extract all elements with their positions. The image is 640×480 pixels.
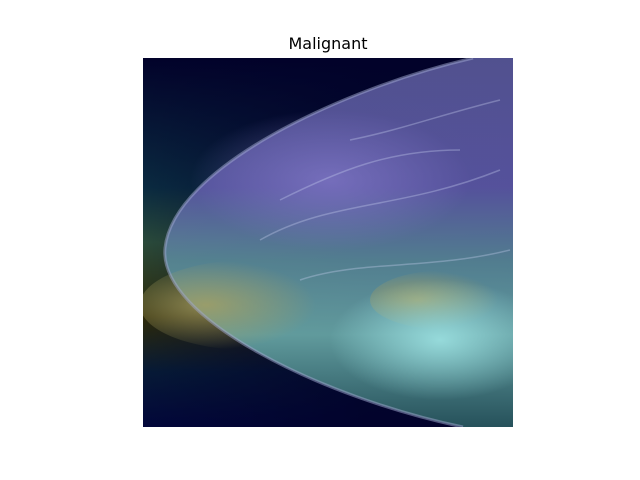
heatmap-image bbox=[143, 58, 513, 427]
warm-region bbox=[143, 260, 360, 350]
image-title: Malignant bbox=[288, 34, 367, 53]
purple-region bbox=[190, 110, 470, 250]
bright-region bbox=[330, 280, 513, 400]
skin-edge bbox=[163, 58, 474, 427]
tissue-strands bbox=[259, 99, 511, 281]
